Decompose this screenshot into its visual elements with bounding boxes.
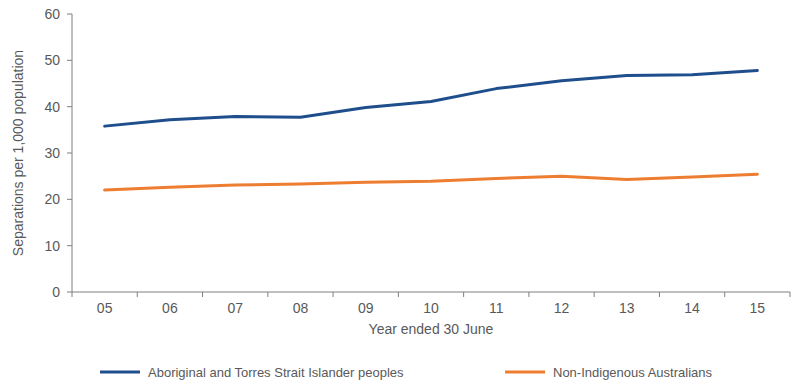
x-tick-label: 09 [358, 300, 374, 316]
x-tick [333, 292, 334, 297]
x-tick [202, 292, 203, 297]
y-tick-label: 10 [44, 238, 60, 254]
x-tick [724, 292, 725, 297]
x-tick-label: 06 [162, 300, 178, 316]
y-tick [67, 106, 72, 107]
x-tick [137, 292, 138, 297]
x-tick-label: 11 [489, 300, 504, 316]
x-tick [463, 292, 464, 297]
y-tick [67, 245, 72, 246]
y-tick [67, 153, 72, 154]
x-tick [790, 292, 791, 297]
x-tick-label: 07 [227, 300, 243, 316]
x-tick-label: 08 [293, 300, 309, 316]
y-tick-label: 40 [44, 99, 60, 115]
y-axis-label: Separations per 1,000 population [10, 50, 26, 256]
y-tick-label: 20 [44, 191, 60, 207]
y-tick [67, 199, 72, 200]
y-tick [67, 14, 72, 15]
y-tick-label: 30 [44, 145, 60, 161]
x-tick-label: 12 [554, 300, 570, 316]
chart: 0 10 20 30 40 50 60 05 06 07 08 09 10 11 12 13 14 15 Separ… [0, 0, 800, 389]
legend-swatch [505, 371, 545, 374]
x-tick [659, 292, 660, 297]
x-tick-label: 15 [750, 300, 766, 316]
x-tick [72, 292, 73, 297]
x-tick [267, 292, 268, 297]
y-tick-label: 0 [52, 284, 60, 300]
x-tick [398, 292, 399, 297]
x-tick-label: 14 [684, 300, 700, 316]
y-tick [67, 292, 72, 293]
series-line [105, 71, 758, 127]
x-axis-label: Year ended 30 June [369, 321, 494, 337]
y-tick-label: 50 [44, 52, 60, 68]
x-axis [72, 292, 790, 293]
x-tick-label: 10 [423, 300, 439, 316]
plot-area [105, 71, 758, 191]
x-tick [594, 292, 595, 297]
legend-label: Aboriginal and Torres Strait Islander pe… [148, 365, 404, 380]
x-tick [528, 292, 529, 297]
legend-label: Non-Indigenous Australians [553, 365, 712, 380]
series-line [105, 174, 758, 190]
y-tick [67, 60, 72, 61]
legend-swatch [100, 371, 140, 374]
y-tick-label: 60 [44, 6, 60, 22]
x-tick-label: 13 [619, 300, 635, 316]
x-tick-label: 05 [97, 300, 113, 316]
